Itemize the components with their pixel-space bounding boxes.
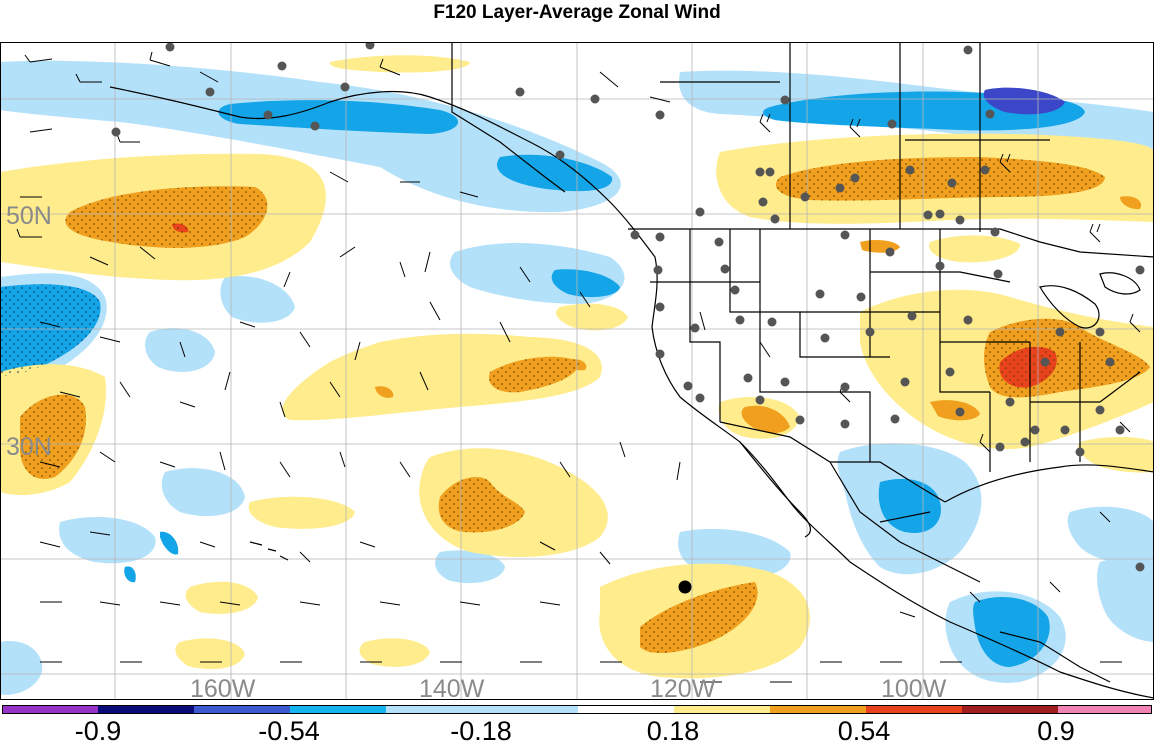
lon-label-120w: 120W	[650, 675, 716, 700]
lon-label-140w: 140W	[419, 675, 485, 700]
colorbar-segment	[98, 706, 194, 713]
location-marker	[678, 580, 692, 594]
colorbar-tick-label: 0.18	[647, 716, 700, 743]
colorbar-segment	[578, 706, 674, 713]
wind-barbs	[16, 51, 1141, 683]
colorbar-ticks: -0.9 -0.54 -0.18 0.18 0.54 0.9	[75, 716, 1075, 746]
colorbar-segment	[2, 706, 98, 713]
map-panel: 50N 30N 160W 140W 120W 100W	[0, 42, 1154, 700]
colorbar-segment	[386, 706, 578, 713]
lat-label-30n: 30N	[6, 433, 52, 461]
colorbar-tick-label: 0.54	[838, 716, 891, 743]
colorbar-segment	[866, 706, 962, 713]
colorbar-segments	[2, 706, 1152, 713]
colorbar-tick-label: -0.18	[450, 716, 512, 743]
colorbar: -0.9 -0.54 -0.18 0.18 0.54 0.9	[0, 704, 1154, 746]
graticule	[0, 42, 1154, 700]
colorbar-segment	[290, 706, 386, 713]
coastlines-and-borders	[109, 42, 1154, 699]
chart-title: F120 Layer-Average Zonal Wind	[433, 2, 721, 23]
grid-labels: 50N 30N 160W 140W 120W 100W	[6, 202, 947, 700]
colorbar-tick-label: 0.9	[1037, 716, 1075, 743]
map-canvas: 50N 30N 160W 140W 120W 100W	[0, 42, 1154, 700]
colorbar-segment	[770, 706, 866, 713]
observation-stations	[111, 42, 1145, 572]
colorbar-tick-label: -0.9	[75, 716, 122, 743]
colorbar-segment	[194, 706, 290, 713]
negative-strong-regions	[983, 87, 1065, 115]
lon-label-160w: 160W	[190, 675, 256, 700]
colorbar-tick-label: -0.54	[258, 716, 320, 743]
colorbar-segment	[674, 706, 770, 713]
colorbar-border	[2, 705, 1152, 714]
lon-label-100w: 100W	[881, 675, 947, 700]
lat-label-50n: 50N	[6, 202, 52, 230]
zonal-wind-shading	[0, 55, 1154, 695]
colorbar-segment	[1058, 706, 1152, 713]
colorbar-segment	[962, 706, 1058, 713]
